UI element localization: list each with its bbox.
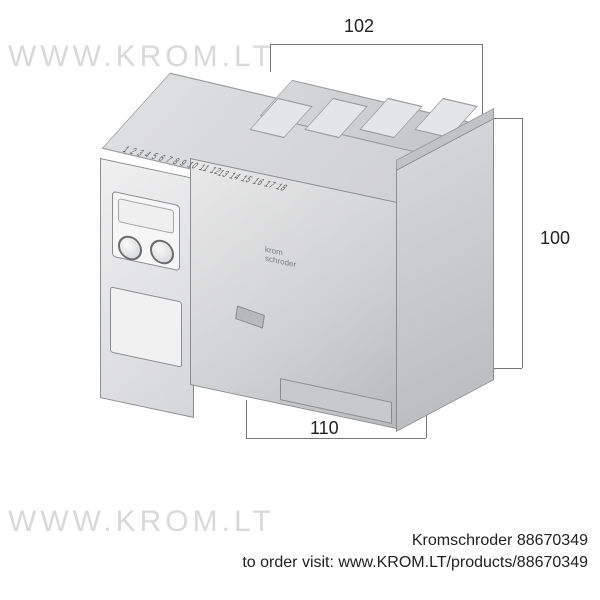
dimension-line xyxy=(494,118,522,119)
part-number: 88670349 xyxy=(517,532,588,549)
brand-name: Kromschroder xyxy=(412,532,512,549)
order-url: www.KROM.LT/products/88670349 xyxy=(338,554,588,571)
watermark-top: WWW.KROM.LT xyxy=(8,40,275,74)
dimension-line xyxy=(522,118,523,368)
dimension-line xyxy=(270,44,482,45)
dimension-line xyxy=(482,44,483,124)
dimension-line xyxy=(270,44,271,72)
device-side xyxy=(396,118,494,432)
dimension-width: 110 xyxy=(310,418,339,439)
device-drawing: krom schroder 1 2 3 4 5 6 7 8 9 10 11 12… xyxy=(60,80,480,420)
footer-order-line: to order visit: www.KROM.LT/products/886… xyxy=(242,554,588,572)
footer-brand-line: Kromschroder 88670349 xyxy=(412,532,588,550)
dimension-depth: 102 xyxy=(344,16,374,37)
order-prefix: to order visit: xyxy=(242,554,338,571)
dimension-height: 100 xyxy=(540,228,570,249)
watermark-bottom: WWW.KROM.LT xyxy=(8,505,275,539)
